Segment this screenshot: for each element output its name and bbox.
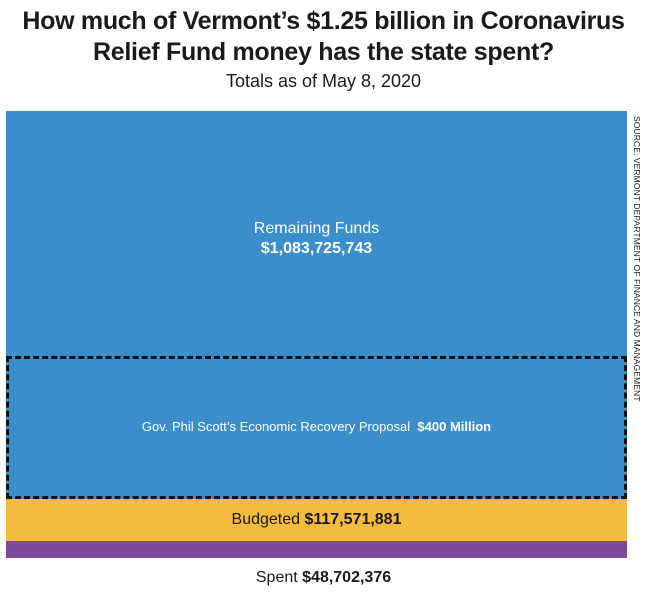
remaining-funds-label: Remaining Funds $1,083,725,743 [6, 219, 627, 259]
recovery-proposal-value: $400 Million [417, 419, 492, 435]
budgeted-name: Budgeted [231, 510, 301, 528]
remaining-funds-name: Remaining Funds [253, 220, 380, 238]
remaining-funds-segment [6, 111, 627, 499]
spent-name: Spent [255, 569, 298, 586]
stacked-bar-chart: Remaining Funds $1,083,725,743 Gov. Phil… [6, 111, 627, 558]
recovery-proposal-label: Gov. Phil Scott’s Economic Recovery Prop… [6, 418, 627, 436]
budgeted-segment [6, 498, 627, 541]
chart-title-line-2: Relief Fund money has the state spent? [93, 38, 554, 66]
spent-value: $48,702,376 [302, 569, 392, 586]
source-note: SOURCE: VERMONT DEPARTMENT OF FINANCE AN… [632, 116, 642, 402]
chart-title: How much of Vermont’s $1.25 billion in C… [0, 6, 647, 68]
spent-label: Spent $48,702,376 [0, 568, 647, 588]
recovery-proposal-outline [6, 355, 627, 499]
chart-title-line-1: How much of Vermont’s $1.25 billion in C… [22, 7, 625, 35]
remaining-funds-value: $1,083,725,743 [260, 240, 373, 258]
chart-subtitle: Totals as of May 8, 2020 [225, 71, 422, 91]
spent-segment [6, 540, 627, 558]
budgeted-value: $117,571,881 [304, 510, 402, 528]
budgeted-label: Budgeted $117,571,881 [6, 510, 627, 530]
recovery-proposal-name: Gov. Phil Scott’s Economic Recovery Prop… [141, 419, 411, 435]
